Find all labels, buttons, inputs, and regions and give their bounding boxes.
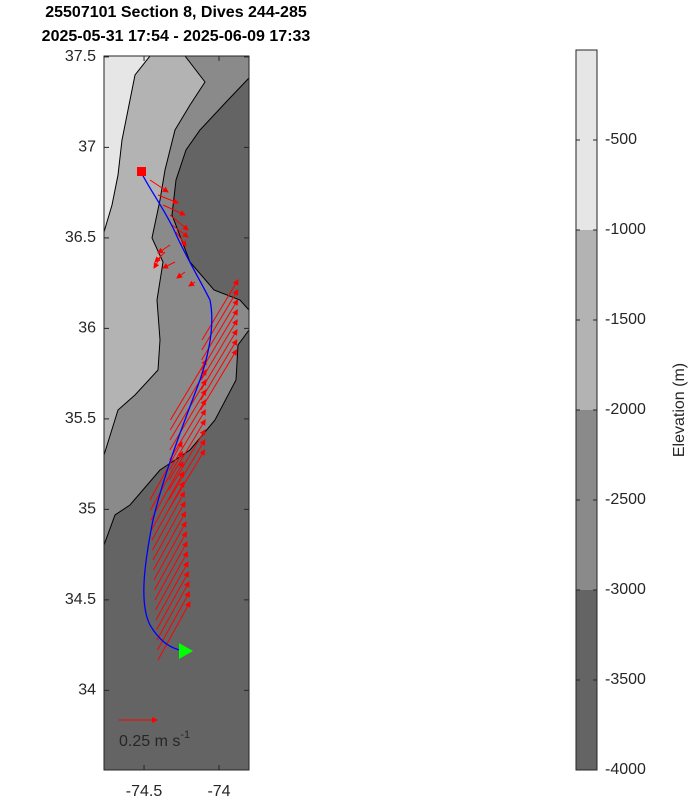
velocity-vector bbox=[157, 601, 191, 661]
start-marker bbox=[137, 167, 146, 176]
colorbar: -4000 -3500 -3000 -2500 -2000 -1500 -1000 -500 bbox=[576, 50, 646, 778]
velocity-vector bbox=[154, 251, 166, 263]
y-tick-label: 36.5 bbox=[65, 229, 96, 246]
velocity-vector bbox=[154, 531, 187, 591]
colorbar-tick-label: -2000 bbox=[605, 401, 646, 418]
x-tick-label: -74.5 bbox=[126, 783, 163, 800]
scale-label-text: 0.25 m s bbox=[119, 733, 180, 750]
colorbar-band bbox=[576, 590, 597, 770]
y-tick-label: 36 bbox=[78, 320, 96, 337]
velocity-vector bbox=[200, 319, 238, 381]
colorbar-tick-label: -3000 bbox=[605, 581, 646, 598]
colorbar-tick-label: -3500 bbox=[605, 671, 646, 688]
scale-label: 0.25 m s-1 bbox=[119, 729, 190, 750]
map-frame bbox=[103, 55, 250, 771]
velocity-vector bbox=[201, 279, 239, 341]
velocity-vector bbox=[149, 179, 169, 193]
velocity-vector bbox=[162, 204, 186, 216]
y-tick-label: 35.5 bbox=[65, 410, 96, 427]
map-area bbox=[104, 56, 249, 770]
velocity-vector bbox=[156, 571, 189, 631]
colorbar-band bbox=[576, 410, 597, 590]
colorbar-band bbox=[576, 50, 597, 230]
title: 25507101 Section 8, Dives 244-285 bbox=[45, 4, 307, 21]
subtitle: 2025-05-31 17:54 - 2025-06-09 17:33 bbox=[42, 28, 311, 45]
velocity-vector bbox=[188, 280, 196, 287]
velocity-vector bbox=[150, 451, 183, 511]
velocity-vector bbox=[176, 271, 186, 279]
end-marker bbox=[179, 643, 193, 659]
x-tick-label: -74 bbox=[207, 783, 230, 800]
y-tick-label: 34 bbox=[78, 682, 96, 699]
velocity-vector bbox=[155, 561, 189, 621]
velocity-vector bbox=[153, 521, 187, 581]
y-tick-label: 37 bbox=[78, 139, 96, 156]
velocity-vector bbox=[151, 481, 185, 541]
velocity-vector bbox=[153, 511, 186, 571]
velocity-vector bbox=[168, 409, 206, 471]
velocity-vector bbox=[169, 389, 207, 451]
velocity-vector bbox=[157, 244, 171, 254]
velocity-vector bbox=[200, 349, 238, 411]
velocity-vector bbox=[201, 299, 239, 361]
colorbar-band bbox=[576, 230, 597, 410]
colorbar-tick-label: -1500 bbox=[605, 311, 646, 328]
velocity-vector bbox=[152, 501, 186, 561]
y-tick-label: 34.5 bbox=[65, 591, 96, 608]
velocity-vector bbox=[153, 257, 161, 269]
depth-band bbox=[104, 56, 151, 233]
velocity-vector bbox=[201, 289, 239, 351]
y-tick-label: 37.5 bbox=[65, 48, 96, 65]
scale-label-exponent: -1 bbox=[180, 729, 190, 741]
colorbar-label: Elevation (m) bbox=[671, 363, 688, 457]
velocity-vector bbox=[169, 399, 207, 461]
velocity-vector bbox=[171, 224, 189, 238]
velocity-vector bbox=[200, 329, 238, 391]
velocity-vector bbox=[150, 461, 184, 521]
velocity-vector bbox=[175, 231, 187, 247]
colorbar-tick-label: -4000 bbox=[605, 761, 646, 778]
velocity-vector bbox=[200, 339, 238, 401]
colorbar-tick-label: -1000 bbox=[605, 221, 646, 238]
y-tick-label: 35 bbox=[78, 501, 96, 518]
colorbar-frame bbox=[575, 49, 598, 771]
glider-track bbox=[140, 171, 213, 652]
velocity-vector bbox=[169, 359, 207, 421]
velocity-vector bbox=[168, 419, 206, 481]
velocity-vector bbox=[156, 581, 190, 641]
velocity-vector bbox=[168, 439, 206, 501]
velocity-vector bbox=[169, 214, 189, 231]
velocity-vector bbox=[162, 261, 176, 269]
velocity-vectors bbox=[149, 179, 239, 661]
colorbar-tick-label: -500 bbox=[605, 131, 637, 148]
velocity-vector bbox=[200, 309, 238, 371]
velocity-vector bbox=[155, 551, 188, 611]
velocity-vector bbox=[157, 194, 179, 204]
velocity-vector bbox=[149, 441, 183, 501]
velocity-vector bbox=[168, 429, 206, 491]
velocity-vector bbox=[152, 491, 185, 551]
velocity-vector bbox=[151, 471, 184, 531]
velocity-vector bbox=[154, 541, 188, 601]
colorbar-tick-label: -2500 bbox=[605, 491, 646, 508]
